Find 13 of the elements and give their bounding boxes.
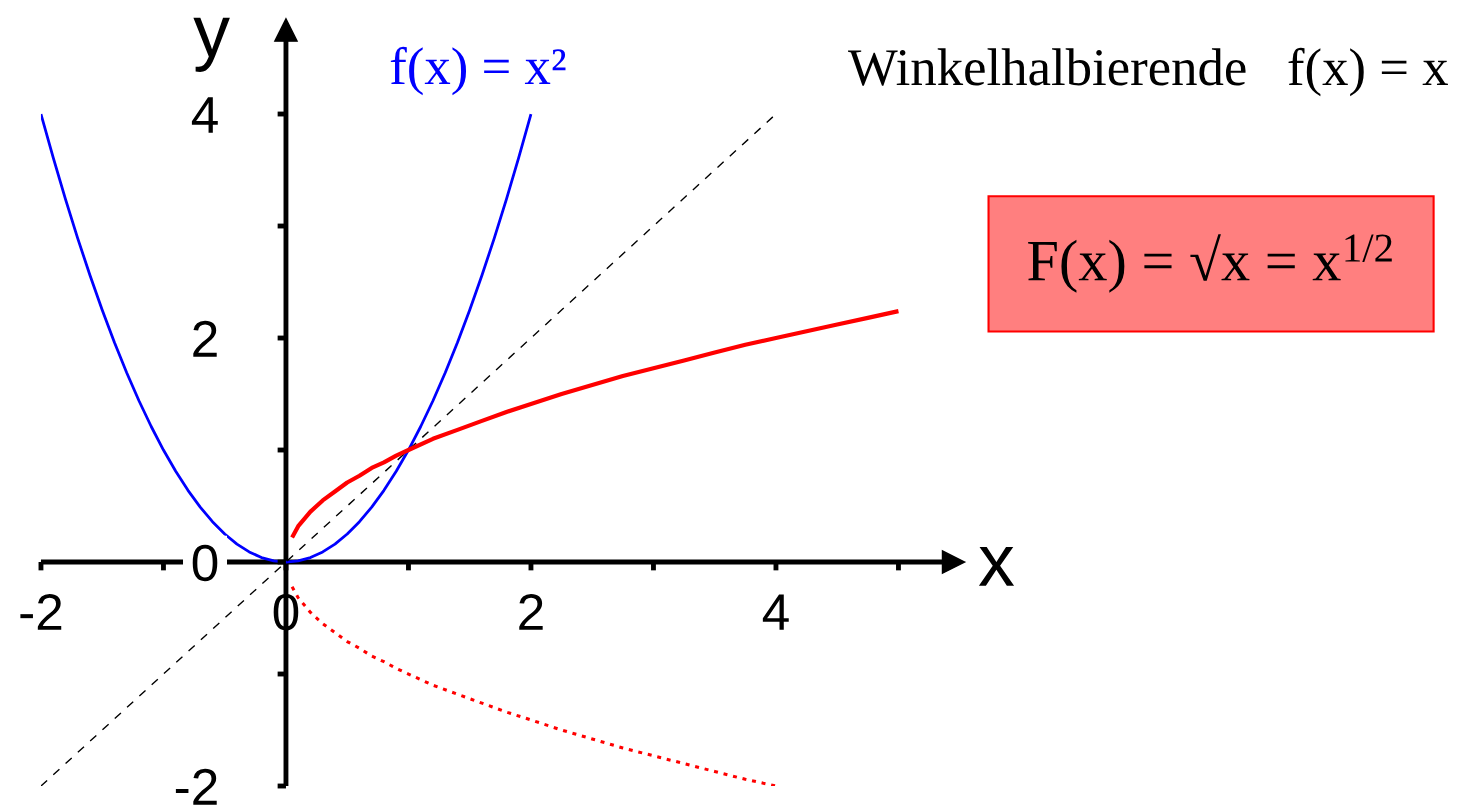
series-label: Winkelhalbierende f(x) = x — [848, 47, 1448, 97]
y-tick-label: 0 — [192, 544, 218, 582]
x-tick-label: 2 — [519, 593, 543, 630]
series-label: f(x) = x² — [390, 46, 566, 96]
y-axis-title: y — [193, 17, 230, 72]
line-series — [290, 309, 901, 540]
y-tick-label: 4 — [191, 97, 218, 133]
y-tick-label: 2 — [193, 320, 217, 357]
text: F(x) = √x = x$^{1/2}$ — [1028, 234, 1392, 293]
x-axis-title: x — [978, 546, 1015, 586]
x-tick-label: -2 — [20, 593, 62, 630]
x-tick-label: 4 — [762, 594, 789, 630]
y-tick-label: -2 — [175, 768, 217, 805]
